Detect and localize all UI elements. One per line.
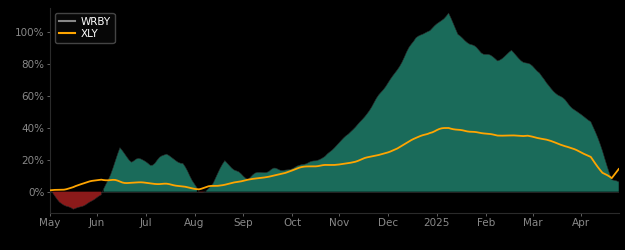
Legend: WRBY, XLY: WRBY, XLY [55,13,114,43]
